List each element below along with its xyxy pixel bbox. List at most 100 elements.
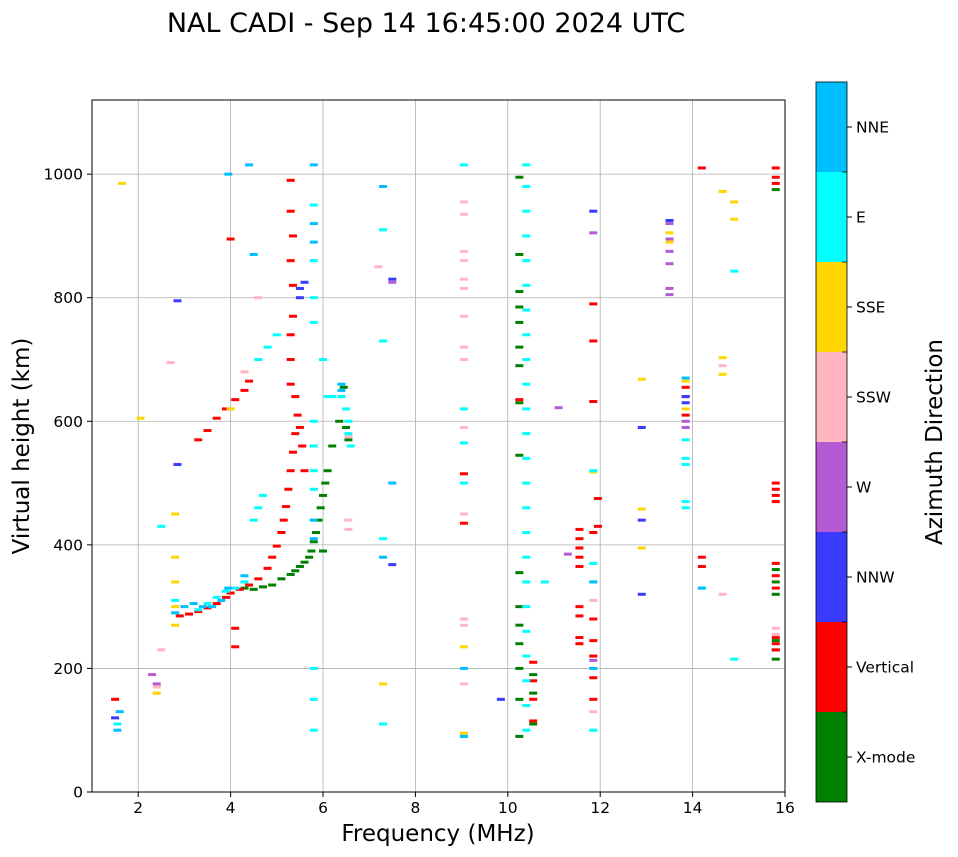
- echo-point: [203, 602, 212, 606]
- echo-point: [212, 595, 221, 599]
- echo-point: [288, 314, 297, 318]
- echo-point: [217, 598, 226, 602]
- echo-point: [342, 425, 351, 429]
- echo-point: [298, 444, 307, 448]
- echo-point: [118, 181, 127, 185]
- x-axis-label: Frequency (MHz): [341, 821, 534, 847]
- echo-point: [589, 654, 598, 658]
- echo-point: [291, 432, 300, 436]
- echo-point: [307, 549, 316, 553]
- echo-point: [309, 296, 318, 300]
- colorbar-label: W: [856, 479, 871, 497]
- echo-point: [589, 728, 598, 732]
- data-marks: [111, 163, 780, 738]
- series-x-mode: [240, 175, 780, 738]
- echo-point: [388, 277, 397, 281]
- echo-point: [286, 358, 295, 361]
- echo-point: [319, 493, 327, 497]
- echo-point: [522, 234, 531, 238]
- echo-point: [522, 456, 531, 460]
- series-vertical: [111, 166, 780, 723]
- echo-point: [459, 472, 468, 476]
- echo-point: [309, 240, 318, 244]
- echo-point: [194, 610, 203, 614]
- echo-point: [459, 441, 468, 445]
- echo-point: [459, 666, 468, 670]
- echo-point: [529, 719, 538, 723]
- echo-point: [342, 407, 351, 411]
- echo-point: [115, 710, 124, 714]
- echo-point: [459, 407, 468, 411]
- echo-point: [459, 623, 468, 627]
- echo-point: [263, 566, 272, 570]
- echo-point: [344, 518, 353, 522]
- echo-point: [575, 642, 584, 646]
- echo-point: [459, 481, 468, 485]
- echo-point: [323, 469, 332, 473]
- echo-point: [300, 280, 309, 284]
- echo-point: [771, 500, 780, 504]
- echo-point: [284, 487, 293, 491]
- echo-point: [575, 527, 584, 531]
- x-tick-label: 10: [498, 799, 518, 817]
- echo-point: [515, 320, 524, 324]
- echo-point: [589, 531, 598, 534]
- echo-point: [515, 734, 524, 738]
- echo-point: [249, 518, 258, 522]
- echo-point: [346, 444, 355, 448]
- echo-point: [224, 172, 233, 176]
- echo-point: [665, 222, 674, 226]
- echo-point: [665, 231, 674, 235]
- echo-point: [771, 166, 780, 170]
- echo-point: [459, 259, 468, 263]
- echo-point: [459, 521, 468, 525]
- echo-point: [522, 333, 531, 337]
- echo-point: [681, 413, 690, 417]
- echo-point: [309, 419, 318, 423]
- echo-point: [180, 605, 189, 609]
- echo-point: [575, 614, 584, 618]
- echo-point: [337, 388, 346, 392]
- echo-point: [637, 507, 646, 511]
- echo-point: [515, 666, 524, 670]
- echo-point: [697, 564, 706, 568]
- echo-point: [235, 587, 244, 591]
- echo-point: [589, 561, 598, 565]
- echo-point: [286, 209, 295, 213]
- echo-point: [718, 356, 727, 360]
- echo-point: [459, 734, 468, 738]
- echo-point: [665, 218, 674, 222]
- echo-point: [226, 591, 235, 595]
- x-axis-ticks: 2 4 6 8 10 12 14 16: [133, 792, 795, 817]
- echo-point: [771, 648, 780, 652]
- echo-point: [554, 406, 563, 410]
- echo-point: [459, 277, 468, 281]
- echo-point: [171, 580, 180, 584]
- echo-point: [309, 320, 318, 324]
- echo-point: [522, 259, 531, 263]
- echo-point: [198, 605, 207, 609]
- echo-point: [328, 444, 337, 448]
- echo-point: [522, 580, 531, 584]
- echo-point: [312, 531, 321, 534]
- echo-point: [316, 506, 325, 510]
- echo-point: [240, 388, 249, 392]
- series-nnw: [111, 209, 690, 720]
- echo-point: [665, 249, 674, 253]
- y-axis-ticks: 0 200 400 600 800 1000: [44, 166, 92, 802]
- echo-point: [637, 592, 646, 596]
- echo-point: [522, 163, 531, 167]
- echo-point: [344, 435, 353, 439]
- echo-point: [111, 716, 120, 720]
- echo-point: [459, 731, 468, 735]
- y-tick-label: 200: [53, 660, 83, 678]
- echo-point: [459, 645, 468, 649]
- echo-point: [157, 648, 166, 652]
- y-tick-label: 400: [53, 536, 83, 554]
- echo-point: [459, 286, 468, 290]
- echo-point: [771, 626, 780, 630]
- echo-point: [173, 463, 182, 467]
- echo-point: [258, 585, 267, 589]
- echo-point: [175, 614, 184, 618]
- colorbar-label: Vertical: [856, 659, 914, 677]
